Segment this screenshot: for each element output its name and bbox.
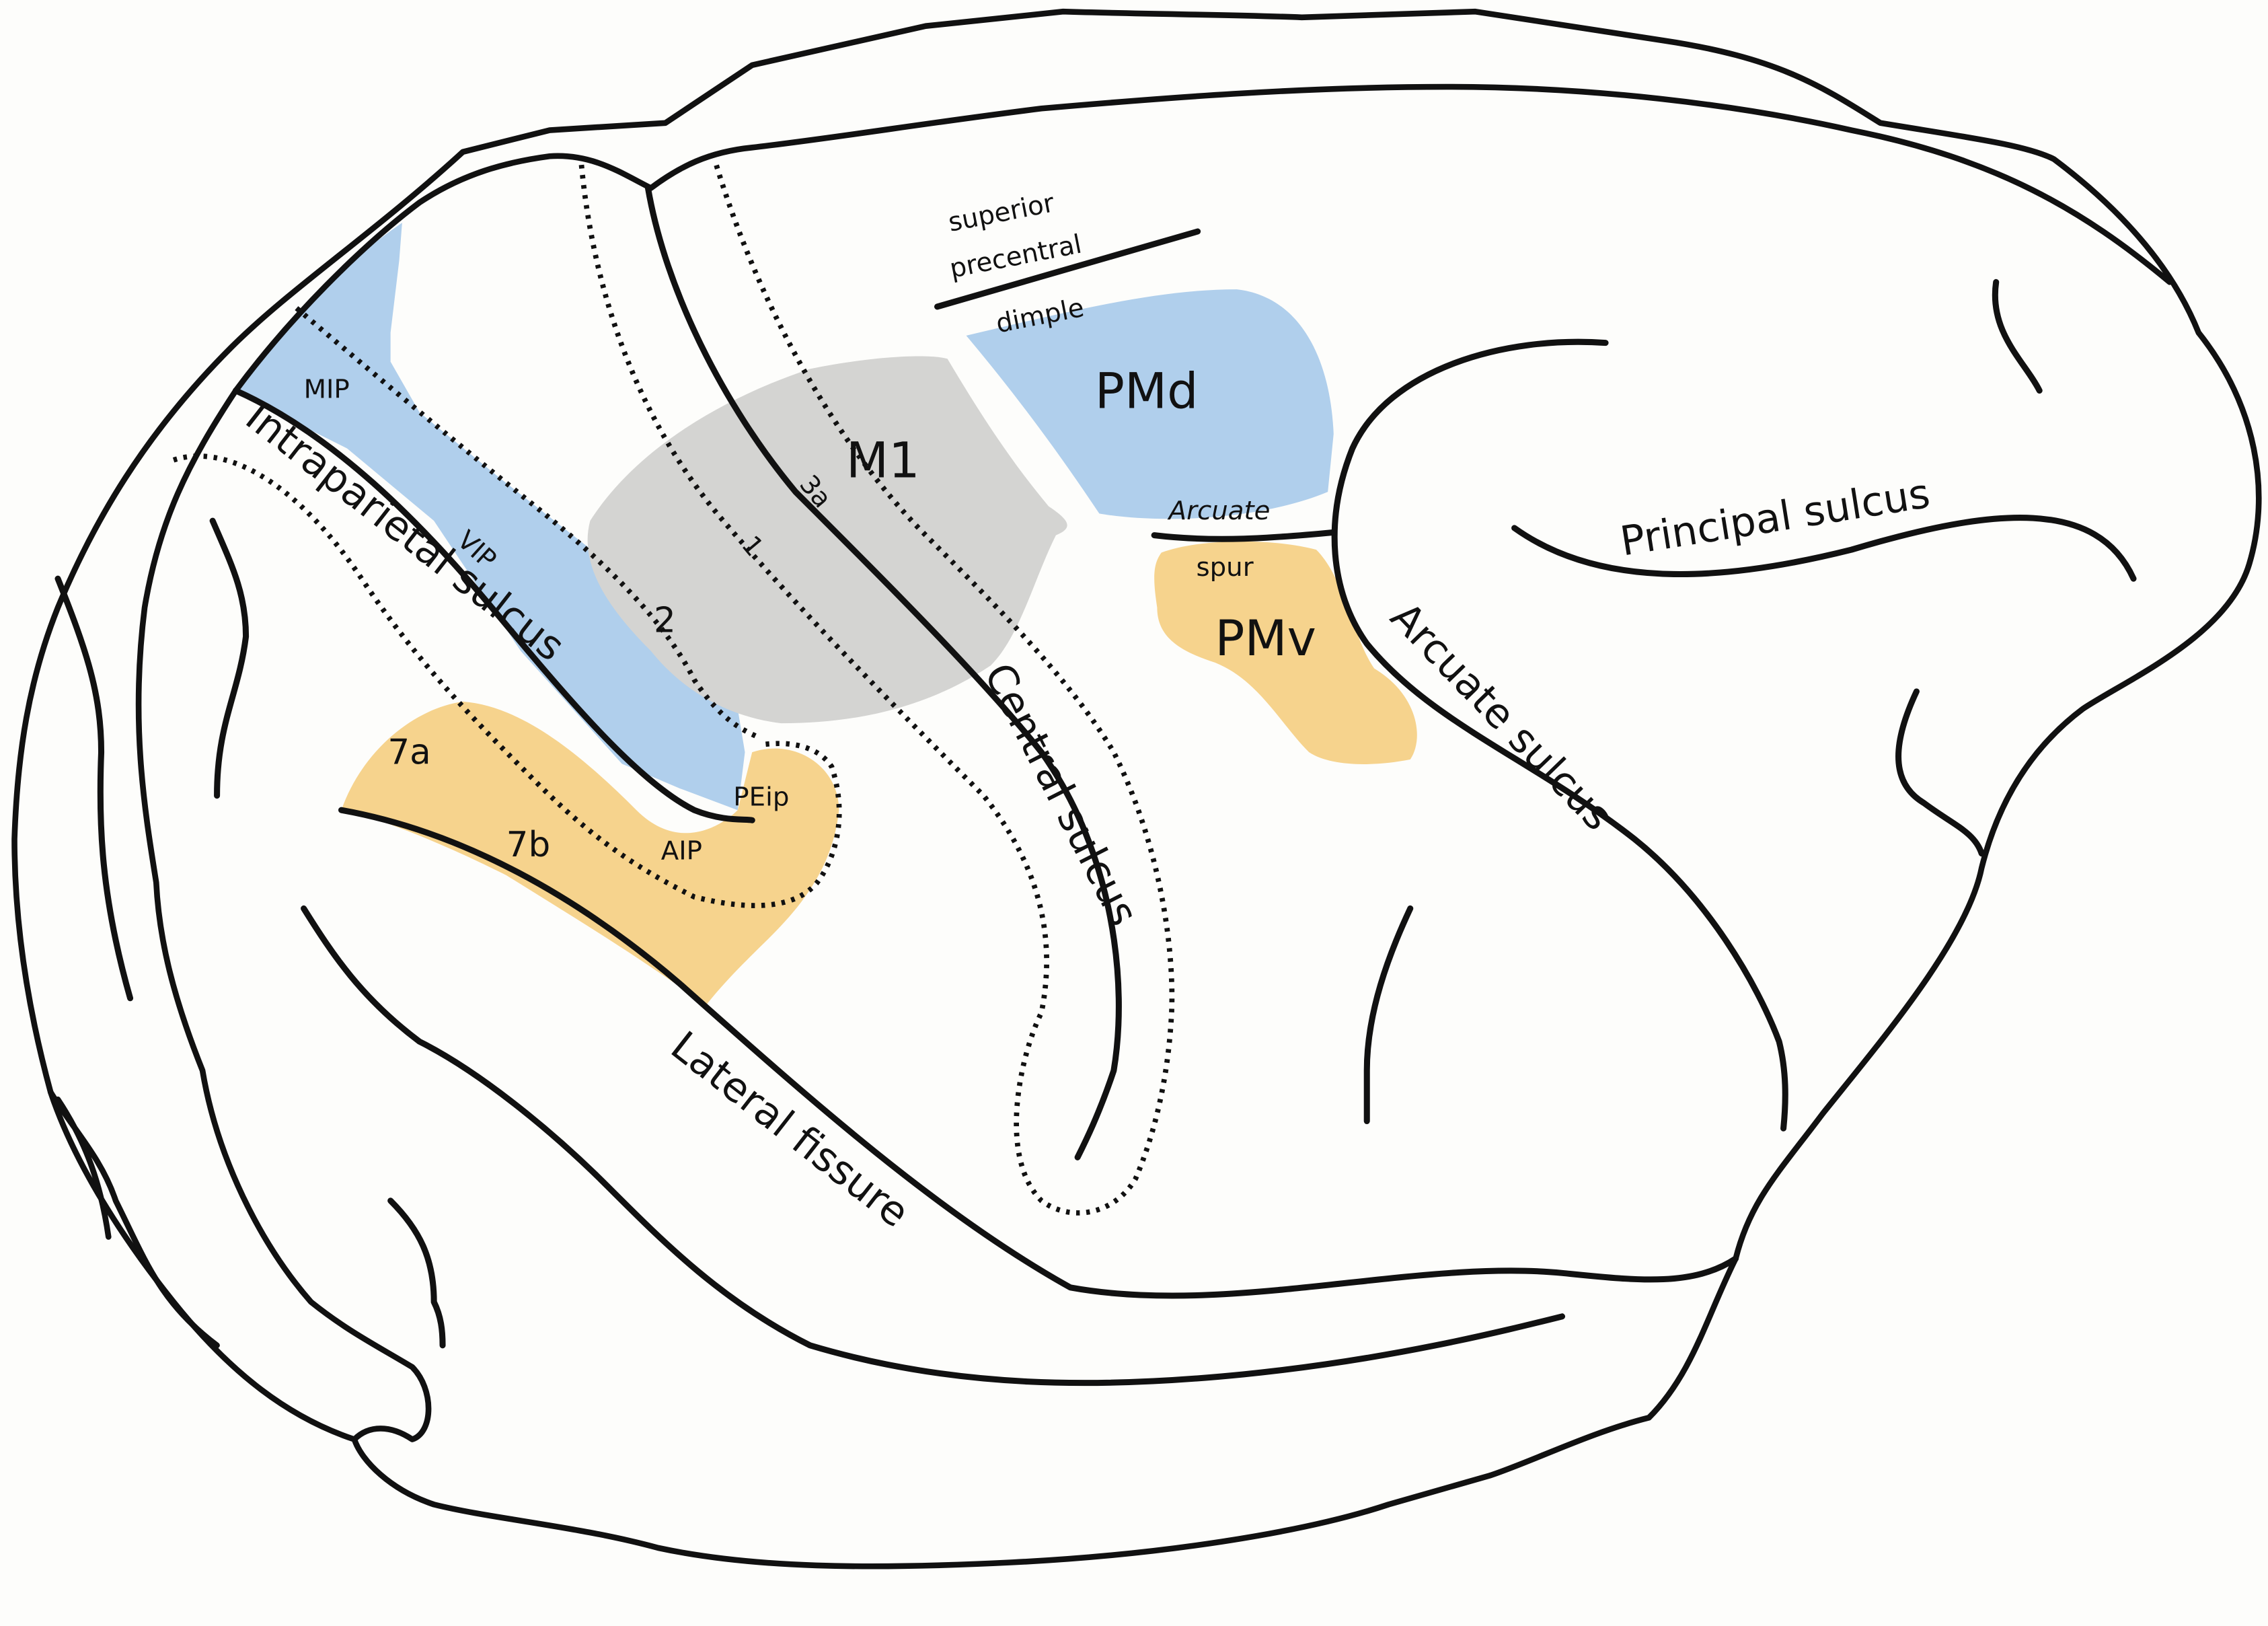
lateral-fissure-line [338, 807, 1739, 1299]
occipital-lower-sulcus [54, 575, 134, 1002]
principal-sulcus-line [1511, 515, 2137, 582]
label-mip: MIP [304, 374, 350, 404]
label-area-2: 2 [654, 601, 676, 641]
mip-vip-region [235, 223, 745, 811]
label-pmd: PMd [1095, 363, 1199, 420]
central-sulcus-line [644, 185, 1122, 1160]
temporal-lower-line [47, 1089, 220, 1349]
label-peip: PEip [733, 782, 789, 813]
occipital-sulcus [209, 517, 250, 799]
arcuate-spur-line [1151, 529, 1337, 542]
label-pmv: PMv [1215, 610, 1316, 667]
medial-edge [233, 83, 2173, 394]
label-7b: 7b [506, 825, 551, 865]
temporal-sulcus-short [387, 1197, 446, 1349]
frontal-small-sulcus-2 [1895, 688, 1985, 857]
temporal-long-sulcus [301, 905, 1566, 1387]
pmd-region [966, 289, 1334, 519]
temporal-boundary [135, 387, 432, 1442]
7a-7b-region [341, 701, 839, 1006]
label-arcuate-spur-1: Arcuate [1167, 496, 1271, 526]
brain-outline [11, 8, 2262, 1569]
superior-precentral-dimple-line [934, 228, 1201, 310]
arcuate-sulcus-line [1331, 338, 1788, 1132]
label-arcuate-spur-2: spur [1196, 552, 1253, 583]
ventral-frontal-sulcus [1363, 905, 1414, 1125]
m1-region [587, 356, 1067, 724]
label-m1: M1 [846, 433, 920, 490]
label-7a: 7a [387, 732, 430, 772]
label-aip: AIP [661, 836, 702, 866]
dotted-area-2-boundary [578, 158, 1175, 1216]
pmv-region [1154, 541, 1417, 764]
frontal-small-sulcus-1 [1992, 279, 2043, 394]
intraparietal-sulcus-line [233, 387, 755, 823]
